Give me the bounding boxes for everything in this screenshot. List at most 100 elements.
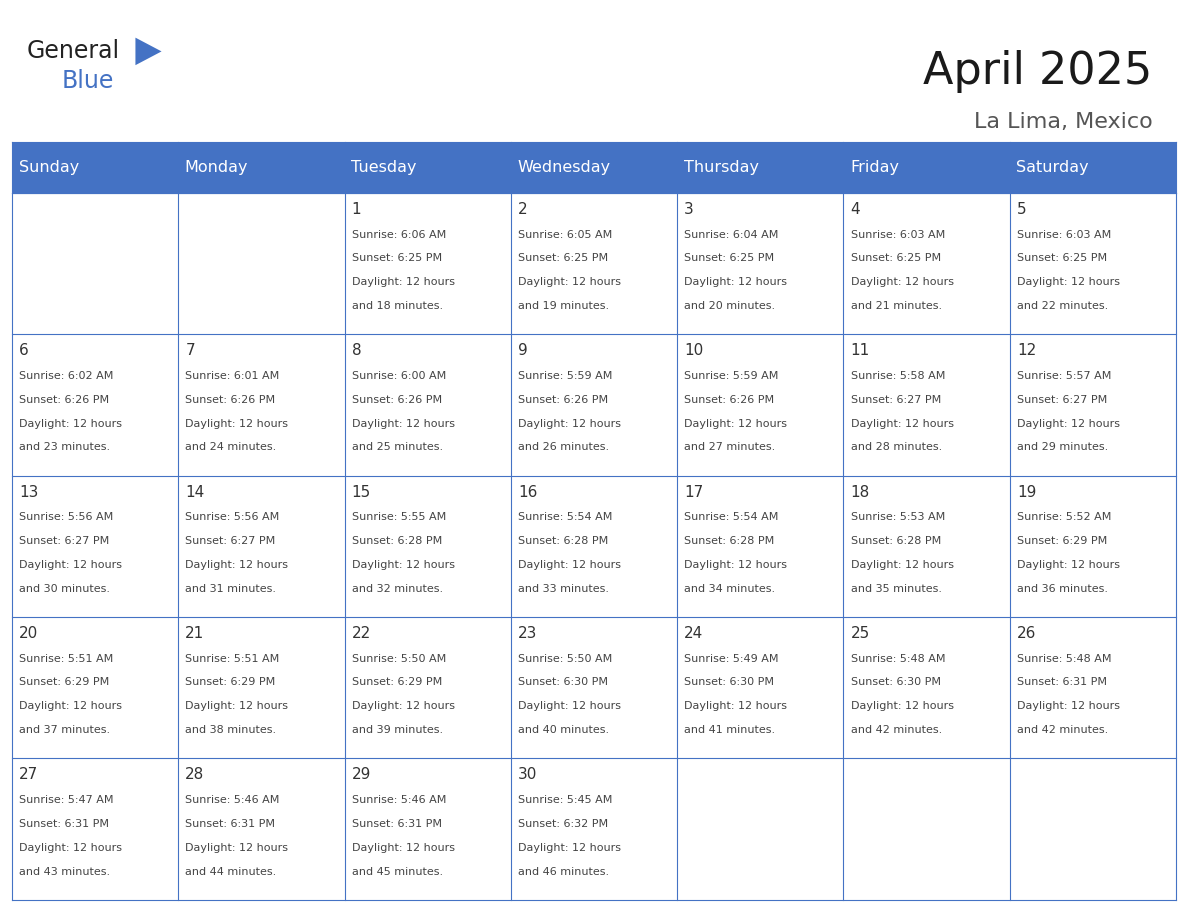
Text: and 28 minutes.: and 28 minutes. <box>851 442 942 453</box>
Text: Daylight: 12 hours: Daylight: 12 hours <box>19 843 122 853</box>
Text: 4: 4 <box>851 202 860 217</box>
Text: Daylight: 12 hours: Daylight: 12 hours <box>19 560 122 570</box>
Text: Daylight: 12 hours: Daylight: 12 hours <box>851 277 954 287</box>
Text: Sunset: 6:29 PM: Sunset: 6:29 PM <box>352 677 442 688</box>
Text: Saturday: Saturday <box>1017 160 1089 175</box>
Text: and 22 minutes.: and 22 minutes. <box>1017 301 1108 311</box>
Text: Sunrise: 6:04 AM: Sunrise: 6:04 AM <box>684 230 778 240</box>
Text: 5: 5 <box>1017 202 1026 217</box>
Text: and 27 minutes.: and 27 minutes. <box>684 442 776 453</box>
Text: Sunrise: 5:54 AM: Sunrise: 5:54 AM <box>684 512 778 522</box>
Text: Daylight: 12 hours: Daylight: 12 hours <box>185 701 289 711</box>
Text: 26: 26 <box>1017 626 1036 641</box>
Text: and 45 minutes.: and 45 minutes. <box>352 867 443 877</box>
Text: Sunrise: 5:48 AM: Sunrise: 5:48 AM <box>1017 654 1112 664</box>
Text: Sunrise: 6:01 AM: Sunrise: 6:01 AM <box>185 371 279 381</box>
Text: 29: 29 <box>352 767 371 782</box>
Text: 12: 12 <box>1017 343 1036 358</box>
Text: Friday: Friday <box>851 160 899 175</box>
Text: and 23 minutes.: and 23 minutes. <box>19 442 110 453</box>
Text: Daylight: 12 hours: Daylight: 12 hours <box>851 419 954 429</box>
Text: Daylight: 12 hours: Daylight: 12 hours <box>851 701 954 711</box>
Text: Sunset: 6:30 PM: Sunset: 6:30 PM <box>851 677 941 688</box>
Text: Daylight: 12 hours: Daylight: 12 hours <box>185 560 289 570</box>
Text: and 36 minutes.: and 36 minutes. <box>1017 584 1108 594</box>
Text: 21: 21 <box>185 626 204 641</box>
Text: 16: 16 <box>518 485 537 499</box>
Text: Sunrise: 5:52 AM: Sunrise: 5:52 AM <box>1017 512 1111 522</box>
Text: Sunrise: 5:53 AM: Sunrise: 5:53 AM <box>851 512 944 522</box>
Text: and 33 minutes.: and 33 minutes. <box>518 584 609 594</box>
Text: 27: 27 <box>19 767 38 782</box>
Text: and 38 minutes.: and 38 minutes. <box>185 725 277 735</box>
Text: 30: 30 <box>518 767 537 782</box>
Text: Tuesday: Tuesday <box>352 160 417 175</box>
Text: 25: 25 <box>851 626 870 641</box>
Text: 28: 28 <box>185 767 204 782</box>
Text: Daylight: 12 hours: Daylight: 12 hours <box>518 560 621 570</box>
Text: Sunset: 6:26 PM: Sunset: 6:26 PM <box>518 395 608 405</box>
Text: and 44 minutes.: and 44 minutes. <box>185 867 277 877</box>
Text: Daylight: 12 hours: Daylight: 12 hours <box>851 560 954 570</box>
Text: and 37 minutes.: and 37 minutes. <box>19 725 110 735</box>
Text: Sunset: 6:26 PM: Sunset: 6:26 PM <box>19 395 109 405</box>
Text: 15: 15 <box>352 485 371 499</box>
Text: Daylight: 12 hours: Daylight: 12 hours <box>352 419 455 429</box>
Text: Thursday: Thursday <box>684 160 759 175</box>
Text: Sunrise: 6:06 AM: Sunrise: 6:06 AM <box>352 230 446 240</box>
Text: and 43 minutes.: and 43 minutes. <box>19 867 110 877</box>
Text: Sunrise: 5:58 AM: Sunrise: 5:58 AM <box>851 371 944 381</box>
Text: 19: 19 <box>1017 485 1036 499</box>
Text: and 29 minutes.: and 29 minutes. <box>1017 442 1108 453</box>
Text: April 2025: April 2025 <box>923 50 1152 94</box>
Text: Sunset: 6:27 PM: Sunset: 6:27 PM <box>851 395 941 405</box>
Text: 11: 11 <box>851 343 870 358</box>
Text: Sunrise: 5:50 AM: Sunrise: 5:50 AM <box>518 654 612 664</box>
Text: Sunset: 6:25 PM: Sunset: 6:25 PM <box>851 253 941 263</box>
Text: Daylight: 12 hours: Daylight: 12 hours <box>684 419 788 429</box>
Text: 9: 9 <box>518 343 527 358</box>
Text: Sunset: 6:25 PM: Sunset: 6:25 PM <box>1017 253 1107 263</box>
Text: Sunrise: 6:05 AM: Sunrise: 6:05 AM <box>518 230 612 240</box>
Text: Sunrise: 5:55 AM: Sunrise: 5:55 AM <box>352 512 446 522</box>
Text: Daylight: 12 hours: Daylight: 12 hours <box>1017 560 1120 570</box>
Text: and 39 minutes.: and 39 minutes. <box>352 725 443 735</box>
Text: and 26 minutes.: and 26 minutes. <box>518 442 609 453</box>
Text: Sunrise: 5:45 AM: Sunrise: 5:45 AM <box>518 795 612 805</box>
Text: Sunrise: 5:46 AM: Sunrise: 5:46 AM <box>185 795 279 805</box>
Text: Sunrise: 5:59 AM: Sunrise: 5:59 AM <box>684 371 778 381</box>
Text: Sunrise: 6:02 AM: Sunrise: 6:02 AM <box>19 371 113 381</box>
Text: 24: 24 <box>684 626 703 641</box>
Text: 18: 18 <box>851 485 870 499</box>
Text: Monday: Monday <box>185 160 248 175</box>
Text: Wednesday: Wednesday <box>518 160 611 175</box>
Text: Sunrise: 5:51 AM: Sunrise: 5:51 AM <box>19 654 113 664</box>
Text: 10: 10 <box>684 343 703 358</box>
Text: Sunset: 6:31 PM: Sunset: 6:31 PM <box>185 819 276 829</box>
Text: Sunrise: 5:47 AM: Sunrise: 5:47 AM <box>19 795 114 805</box>
Text: Sunset: 6:29 PM: Sunset: 6:29 PM <box>19 677 109 688</box>
Text: Sunset: 6:25 PM: Sunset: 6:25 PM <box>352 253 442 263</box>
Polygon shape <box>135 38 162 65</box>
Text: 3: 3 <box>684 202 694 217</box>
Text: Daylight: 12 hours: Daylight: 12 hours <box>518 701 621 711</box>
Text: 13: 13 <box>19 485 38 499</box>
Text: Daylight: 12 hours: Daylight: 12 hours <box>352 843 455 853</box>
Text: Sunrise: 5:50 AM: Sunrise: 5:50 AM <box>352 654 446 664</box>
Text: Sunrise: 5:51 AM: Sunrise: 5:51 AM <box>185 654 279 664</box>
Text: and 32 minutes.: and 32 minutes. <box>352 584 443 594</box>
Text: and 24 minutes.: and 24 minutes. <box>185 442 277 453</box>
Text: Daylight: 12 hours: Daylight: 12 hours <box>352 701 455 711</box>
Text: Daylight: 12 hours: Daylight: 12 hours <box>185 843 289 853</box>
Text: 14: 14 <box>185 485 204 499</box>
Text: Sunset: 6:31 PM: Sunset: 6:31 PM <box>352 819 442 829</box>
Text: and 25 minutes.: and 25 minutes. <box>352 442 443 453</box>
Text: Sunrise: 6:00 AM: Sunrise: 6:00 AM <box>352 371 446 381</box>
Text: Daylight: 12 hours: Daylight: 12 hours <box>518 843 621 853</box>
Text: Sunset: 6:28 PM: Sunset: 6:28 PM <box>851 536 941 546</box>
Text: Sunrise: 6:03 AM: Sunrise: 6:03 AM <box>1017 230 1111 240</box>
Text: and 21 minutes.: and 21 minutes. <box>851 301 942 311</box>
Text: Sunrise: 5:56 AM: Sunrise: 5:56 AM <box>19 512 113 522</box>
Text: Sunset: 6:27 PM: Sunset: 6:27 PM <box>19 536 109 546</box>
Text: 23: 23 <box>518 626 537 641</box>
